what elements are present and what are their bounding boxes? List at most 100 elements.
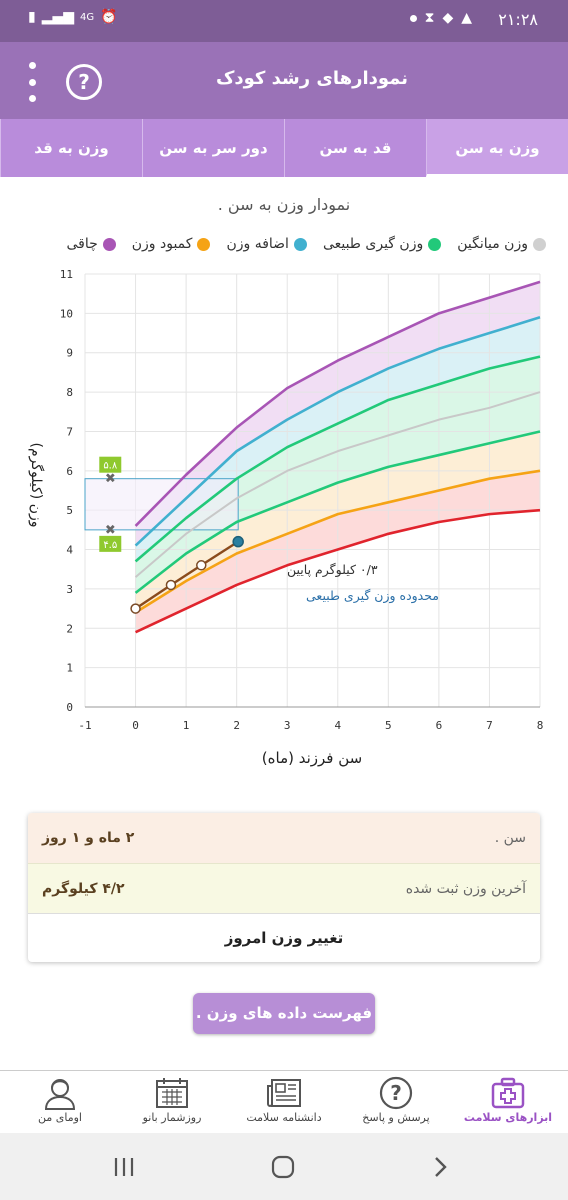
normal-range-annotation: محدوده وزن گیری طبیعی	[306, 588, 439, 604]
app-notification-icon: ◆	[442, 10, 454, 26]
series-line-5	[134, 469, 541, 614]
help-button[interactable]: ?	[66, 64, 102, 100]
x-tick-label: 6	[436, 719, 443, 732]
x-axis-label: سن فرزند (ماه)	[262, 749, 362, 767]
profile-icon	[10, 1075, 110, 1111]
x-tick-label: 5	[385, 719, 392, 732]
menu-dot-icon	[28, 62, 36, 69]
x-tick-label: 8	[537, 719, 544, 732]
user-weight-point	[196, 560, 207, 571]
signal-icon: ▂▄▆	[41, 9, 75, 25]
series-line-2	[134, 355, 541, 563]
back-button[interactable]	[420, 1151, 460, 1183]
legend-label: اضافه وزن	[226, 236, 289, 252]
legend-overweight[interactable]: اضافه وزن	[226, 236, 307, 252]
tab-head-for-age[interactable]: دور سر به سن	[142, 119, 284, 177]
x-tick-label: 3	[284, 719, 291, 732]
status-left-icons: ▮ ▂▄▆ 4G ⏰	[28, 9, 118, 25]
user-weight-points	[130, 535, 244, 614]
x-tick-label: 7	[486, 719, 493, 732]
range-marker: ✖	[105, 523, 116, 538]
y-tick-label: 11	[60, 268, 73, 281]
chart-legend: چاقی کمبود وزن اضافه وزن وزن گیری طبیعی …	[66, 236, 546, 252]
series-line-3	[134, 391, 541, 578]
y-tick-label: 1	[66, 662, 73, 675]
nav-questions[interactable]: ? پرسش و پاسخ	[346, 1071, 446, 1133]
weight-info-card: سن . ۲ ماه و ۱ روز آخرین وزن ثبت شده ۴/۲…	[28, 813, 540, 962]
battery-icon: ▮	[28, 9, 36, 25]
y-tick-label: 10	[60, 307, 73, 320]
chevron-right-icon	[435, 1157, 447, 1177]
calendar-icon	[122, 1075, 222, 1111]
legend-average[interactable]: وزن میانگین	[457, 236, 546, 252]
user-weight-point	[165, 579, 177, 591]
x-tick-label: 0	[132, 719, 139, 732]
status-bar: ▮ ▂▄▆ 4G ⏰ ⧗ ◆ ▲ ۲۱:۲۸	[0, 0, 568, 42]
range-high-label: ۵.۸	[103, 461, 118, 472]
legend-label: چاقی	[66, 236, 98, 252]
menu-dot-icon	[28, 95, 36, 102]
x-tick-label: 4	[334, 719, 341, 732]
legend-dot-icon	[533, 237, 546, 251]
y-axis-label: وزن (کیلوگرم)	[28, 443, 45, 528]
legend-underweight[interactable]: کمبود وزن	[132, 236, 211, 252]
status-time: ۲۱:۲۸	[498, 10, 538, 29]
chart-tabs: وزن به سن قد به سن دور سر به سن وزن به ق…	[0, 119, 568, 177]
home-button[interactable]	[263, 1151, 303, 1183]
below-range-annotation: ۰/۳ کیلوگرم پایین	[287, 562, 378, 578]
age-label: سن .	[494, 830, 526, 846]
overflow-menu-button[interactable]	[22, 62, 42, 102]
legend-normal[interactable]: وزن گیری طبیعی	[322, 236, 442, 252]
series-line-4	[134, 430, 541, 594]
recent-apps-button[interactable]	[104, 1151, 144, 1183]
legend-label: وزن گیری طبیعی	[322, 236, 424, 252]
status-right-icons: ⧗ ◆ ▲	[409, 10, 472, 26]
chart-series	[134, 280, 541, 634]
y-tick-label: 6	[66, 465, 73, 478]
system-navigation-bar	[0, 1133, 568, 1200]
age-value: ۲ ماه و ۱ روز	[42, 830, 135, 846]
nav-profile[interactable]: اومای من	[10, 1071, 110, 1133]
x-tick-label: 1	[183, 719, 190, 732]
range-marker: ✖	[105, 472, 116, 487]
svg-text:?: ?	[390, 1081, 402, 1105]
app-bar: ? نمودارهای رشد کودک	[0, 42, 568, 119]
nav-label: اومای من	[38, 1111, 82, 1124]
legend-dot-icon	[428, 237, 442, 251]
nav-label: دانشنامه سلامت	[246, 1111, 322, 1124]
x-tick-label: -1	[78, 719, 91, 732]
menu-dot-icon	[28, 78, 36, 86]
range-label-badge	[99, 535, 122, 552]
recent-apps-icon	[114, 1158, 134, 1176]
nav-label: پرسش و پاسخ	[362, 1111, 430, 1124]
y-tick-label: 7	[66, 425, 73, 438]
tab-weight-for-height[interactable]: وزن به قد	[0, 119, 142, 177]
y-tick-label: 9	[66, 347, 73, 360]
legend-dot-icon	[293, 237, 307, 251]
range-low-label: ۴.۵	[103, 540, 117, 551]
weight-list-button[interactable]: فهرست داده های وزن .	[193, 993, 375, 1034]
range-label-badge	[99, 456, 122, 473]
nav-encyclopedia[interactable]: دانشنامه سلامت	[234, 1071, 334, 1133]
legend-obese[interactable]: چاقی	[66, 236, 116, 252]
tab-height-for-age[interactable]: قد به سن	[284, 119, 426, 177]
nav-calendar[interactable]: روزشمار بانو	[122, 1071, 222, 1133]
chart-title: نمودار وزن به سن .	[217, 195, 351, 214]
legend-dot-icon	[197, 237, 211, 251]
last-weight-row: آخرین وزن ثبت شده ۴/۲ کیلوگرم	[28, 863, 540, 913]
series-line-1	[134, 316, 541, 547]
nav-label: ابزارهای سلامت	[463, 1111, 553, 1124]
nav-health-tools[interactable]: ابزارهای سلامت	[458, 1071, 558, 1133]
y-tick-label: 8	[66, 386, 73, 399]
age-row: سن . ۲ ماه و ۱ روز	[28, 813, 540, 863]
chart-ticks: -1 0 1 2 3 4 5 6 7 8 0 1 2 3 4 5 6 7 8 9 10 11	[60, 268, 544, 732]
y-tick-label: 3	[66, 583, 73, 596]
series-line-6	[135, 508, 541, 634]
user-weight-line	[134, 540, 239, 610]
parking-icon: ▲	[461, 10, 472, 26]
y-tick-label: 4	[66, 544, 73, 557]
nav-label: روزشمار بانو	[142, 1111, 202, 1124]
change-weight-button[interactable]: تغییر وزن امروز	[28, 913, 540, 962]
tab-weight-for-age[interactable]: وزن به سن	[426, 119, 568, 177]
